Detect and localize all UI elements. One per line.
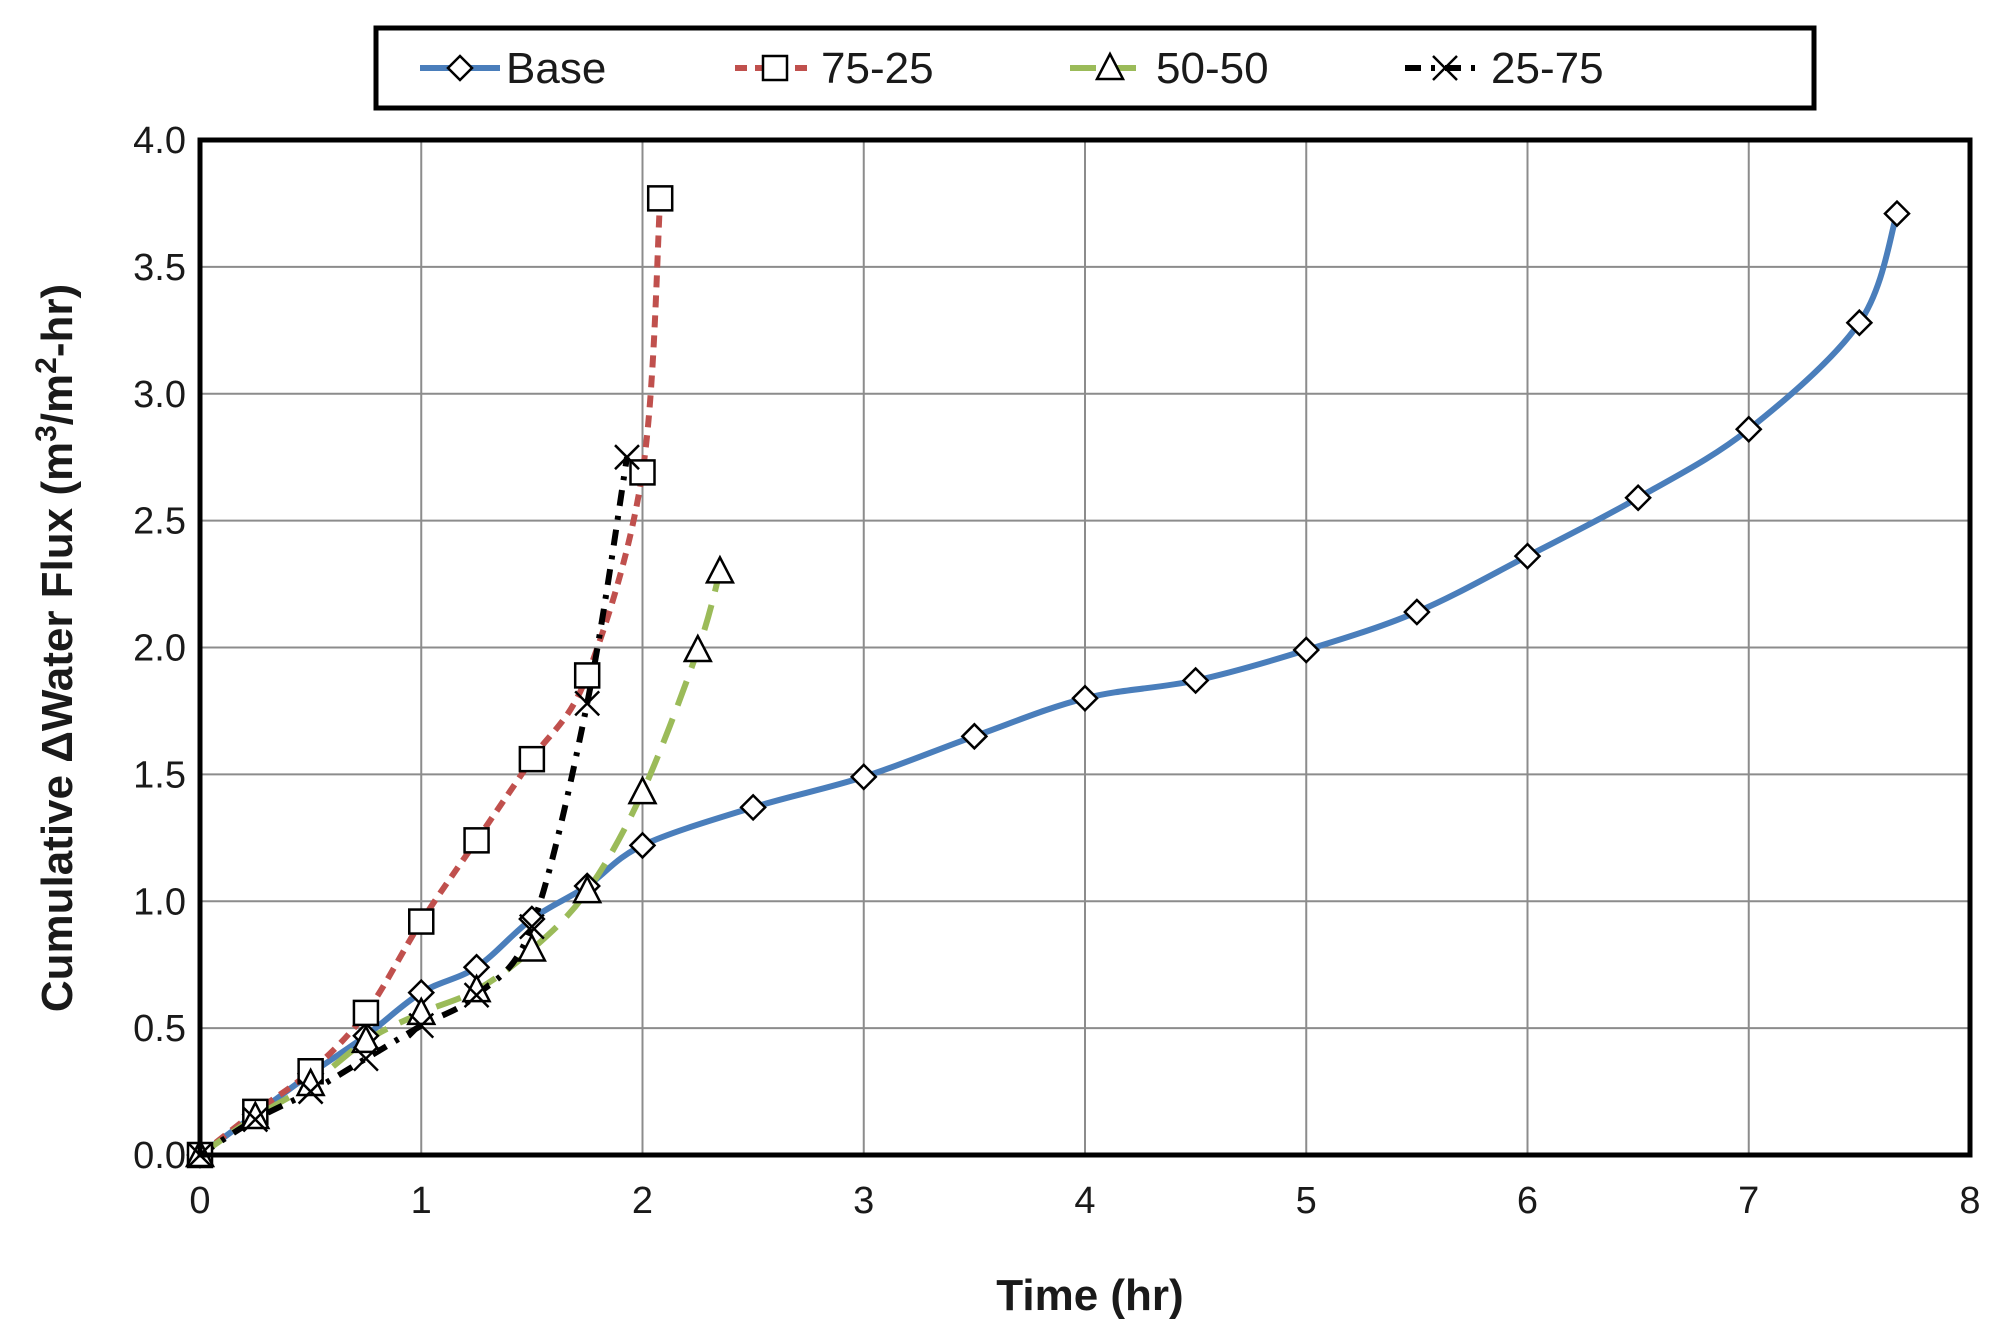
data-point-base — [1845, 308, 1874, 337]
series-line-25-75 — [200, 456, 630, 1155]
data-point-50-50 — [704, 554, 735, 584]
data-point-50-50 — [240, 1100, 271, 1130]
y-axis-title-sup1: 3 — [30, 425, 63, 442]
x-tick-label: 4 — [1074, 1180, 1095, 1222]
grid — [200, 140, 1970, 1155]
legend-label: 25-75 — [1491, 44, 1604, 93]
data-point-base — [739, 793, 767, 822]
data-point-50-50 — [572, 874, 603, 904]
y-axis-ticks: 0.0 0.5 1.0 1.5 2.0 2.5 3.0 3.5 4.0 — [133, 120, 186, 1177]
x-tick-label: 5 — [1296, 1180, 1317, 1222]
marker-layer — [184, 185, 1911, 1169]
x-tick-label: 2 — [632, 1180, 653, 1222]
data-point-base — [1513, 542, 1542, 570]
data-point-25-75 — [297, 1078, 324, 1105]
data-point-75-25 — [408, 908, 435, 935]
y-tick-label: 1.5 — [133, 754, 186, 796]
data-point-25-75 — [408, 1012, 435, 1039]
data-point-50-50 — [627, 775, 658, 805]
x-tick-label: 7 — [1738, 1180, 1759, 1222]
y-tick-label: 4.0 — [133, 120, 186, 162]
legend-item-25-75: 25-75 — [1405, 44, 1604, 93]
legend-label: 50-50 — [1156, 44, 1269, 93]
data-point-50-50 — [350, 1024, 381, 1054]
y-tick-label: 3.5 — [133, 247, 186, 289]
y-tick-label: 2.5 — [133, 501, 186, 543]
data-point-50-50 — [406, 996, 437, 1026]
data-point-base — [1071, 684, 1099, 713]
series-layer — [200, 198, 1900, 1155]
data-point-base — [1734, 415, 1763, 444]
x-tick-label: 8 — [1959, 1180, 1980, 1222]
data-point-50-50 — [682, 633, 713, 663]
y-tick-label: 3.0 — [133, 374, 186, 416]
data-point-base — [1403, 598, 1431, 626]
data-point-25-75 — [353, 1045, 379, 1072]
y-axis-title: Cumulative ΔWater Flux (m3/m2-hr) — [30, 284, 83, 1012]
data-point-25-75 — [242, 1106, 269, 1133]
y-axis-title-sup2: 2 — [30, 357, 63, 374]
y-tick-label: 2.0 — [133, 628, 186, 670]
legend-marker — [446, 54, 474, 82]
x-tick-label: 1 — [411, 1180, 432, 1222]
legend: Base 75-25 50-50 25-75 — [373, 25, 1817, 111]
data-point-75-25 — [463, 827, 490, 854]
legend-marker — [761, 54, 789, 82]
x-tick-label: 6 — [1517, 1180, 1538, 1222]
x-tick-label: 0 — [189, 1180, 210, 1222]
x-axis-ticks: 0 1 2 3 4 5 6 7 8 — [189, 1180, 1980, 1222]
legend-item-75-25: 75-25 — [735, 44, 934, 93]
data-point-75-25 — [518, 745, 546, 773]
y-tick-label: 0.5 — [133, 1008, 186, 1050]
data-point-75-25 — [646, 185, 674, 212]
data-point-base — [1624, 484, 1652, 512]
legend-item-50-50: 50-50 — [1070, 44, 1269, 93]
series-line-base — [200, 212, 1900, 1155]
data-point-base — [518, 905, 546, 933]
data-point-25-75 — [518, 913, 545, 940]
data-point-25-75 — [574, 690, 601, 717]
x-tick-label: 3 — [853, 1180, 874, 1222]
data-point-base — [1292, 636, 1321, 664]
data-point-25-75 — [463, 982, 490, 1009]
data-point-50-50 — [295, 1067, 326, 1097]
data-point-75-25 — [573, 662, 601, 689]
data-point-base — [1181, 666, 1210, 695]
data-point-75-25 — [352, 999, 380, 1027]
x-axis-title: Time (hr) — [996, 1271, 1183, 1320]
data-point-50-50 — [516, 932, 547, 962]
y-tick-label: 1.0 — [133, 881, 186, 923]
y-axis-title-main: Cumulative ΔWater Flux (m — [33, 442, 82, 1012]
y-tick-label: 0.0 — [133, 1135, 186, 1177]
legend-marker — [1432, 55, 1458, 81]
data-point-base — [628, 831, 657, 860]
legend-label: Base — [506, 44, 606, 93]
data-point-base — [960, 722, 989, 751]
plot-frame — [197, 137, 1973, 1158]
legend-marker — [1094, 51, 1126, 81]
legend-item-base: Base — [420, 44, 606, 93]
y-axis-title-mid: /m — [33, 374, 82, 425]
y-axis-title-end: -hr) — [33, 284, 82, 357]
data-point-base — [849, 763, 878, 791]
legend-label: 75-25 — [821, 44, 934, 93]
data-point-25-75 — [614, 444, 640, 471]
data-point-base — [1883, 199, 1911, 228]
